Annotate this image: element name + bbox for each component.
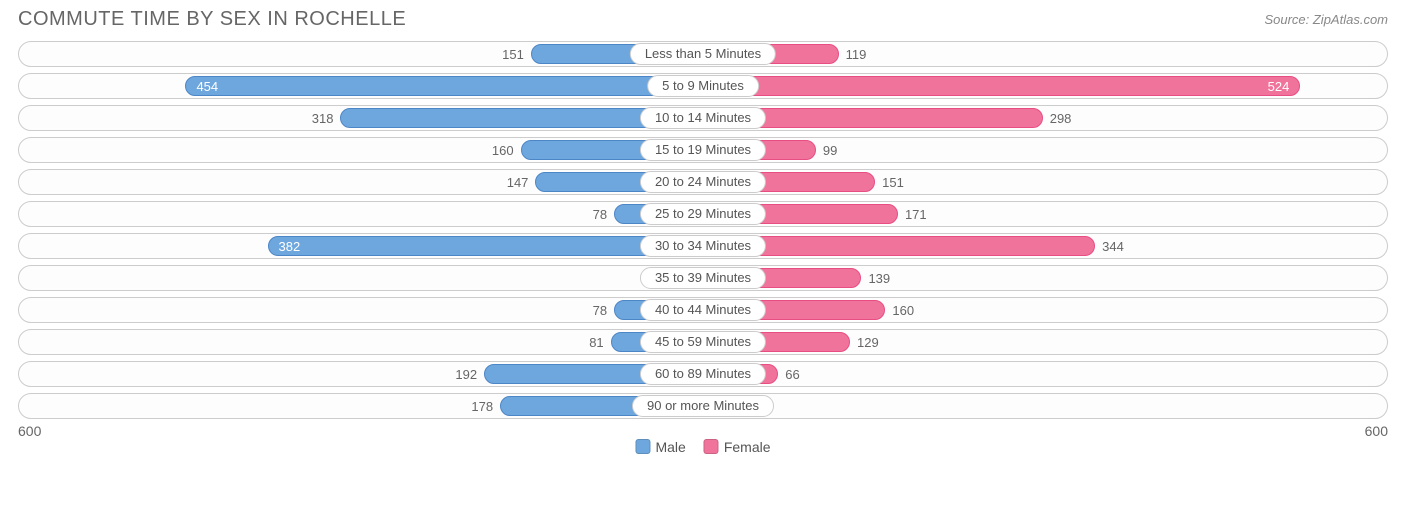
chart-row: 382 344 30 to 34 Minutes	[18, 233, 1388, 259]
female-value: 129	[849, 335, 879, 350]
male-bar: 454	[185, 76, 703, 96]
chart-footer: 600 600 Male Female	[0, 423, 1406, 447]
legend-male: Male	[635, 439, 685, 455]
category-label: 10 to 14 Minutes	[640, 107, 766, 129]
chart-row: 160 99 15 to 19 Minutes	[18, 137, 1388, 163]
chart-row: 147 151 20 to 24 Minutes	[18, 169, 1388, 195]
female-swatch-icon	[704, 439, 719, 454]
female-value: 139	[860, 271, 890, 286]
chart-row: 454 524 5 to 9 Minutes	[18, 73, 1388, 99]
chart-row: 192 66 60 to 89 Minutes	[18, 361, 1388, 387]
male-value: 81	[589, 335, 611, 350]
category-label: 5 to 9 Minutes	[647, 75, 759, 97]
female-value: 298	[1042, 111, 1072, 126]
source-attribution: Source: ZipAtlas.com	[1264, 8, 1388, 27]
male-bar: 382	[268, 236, 703, 256]
chart-title: COMMUTE TIME BY SEX IN ROCHELLE	[18, 8, 406, 31]
category-label: 30 to 34 Minutes	[640, 235, 766, 257]
header: COMMUTE TIME BY SEX IN ROCHELLE Source: …	[0, 0, 1406, 35]
legend-male-label: Male	[655, 439, 685, 455]
female-bar: 524	[703, 76, 1300, 96]
category-label: 35 to 39 Minutes	[640, 267, 766, 289]
diverging-bar-chart: 151 119 Less than 5 Minutes 454 524 5 to 9 Mi…	[0, 35, 1406, 419]
male-value: 160	[492, 143, 522, 158]
female-value: 344	[1094, 239, 1124, 254]
male-value: 147	[507, 175, 537, 190]
category-label: 20 to 24 Minutes	[640, 171, 766, 193]
male-value: 151	[502, 47, 532, 62]
female-value: 66	[777, 367, 799, 382]
category-label: 60 to 89 Minutes	[640, 363, 766, 385]
legend: Male Female	[635, 439, 770, 455]
category-label: 15 to 19 Minutes	[640, 139, 766, 161]
male-value: 382	[279, 239, 301, 254]
chart-row: 151 119 Less than 5 Minutes	[18, 41, 1388, 67]
axis-max-left: 600	[18, 423, 41, 439]
axis-max-right: 600	[1365, 423, 1388, 439]
legend-female: Female	[704, 439, 771, 455]
category-label: Less than 5 Minutes	[630, 43, 776, 65]
female-value: 160	[884, 303, 914, 318]
chart-row: 81 129 45 to 59 Minutes	[18, 329, 1388, 355]
female-value: 151	[874, 175, 904, 190]
female-value: 524	[1268, 79, 1290, 94]
male-value: 78	[593, 207, 615, 222]
chart-row: 3413935 to 39 Minutes	[18, 265, 1388, 291]
category-label: 40 to 44 Minutes	[640, 299, 766, 321]
female-value: 171	[897, 207, 927, 222]
chart-row: 78 160 40 to 44 Minutes	[18, 297, 1388, 323]
male-swatch-icon	[635, 439, 650, 454]
male-value: 454	[196, 79, 218, 94]
category-label: 90 or more Minutes	[632, 395, 774, 417]
female-value: 119	[838, 47, 867, 62]
axis-labels: 600 600	[0, 423, 1406, 439]
chart-row: 318 298 10 to 14 Minutes	[18, 105, 1388, 131]
category-label: 25 to 29 Minutes	[640, 203, 766, 225]
female-value: 99	[815, 143, 837, 158]
chart-row: 178490 or more Minutes	[18, 393, 1388, 419]
legend-female-label: Female	[724, 439, 771, 455]
category-label: 45 to 59 Minutes	[640, 331, 766, 353]
male-value: 192	[455, 367, 485, 382]
male-value: 78	[593, 303, 615, 318]
chart-row: 78 171 25 to 29 Minutes	[18, 201, 1388, 227]
male-value: 178	[471, 399, 501, 414]
male-value: 318	[312, 111, 342, 126]
